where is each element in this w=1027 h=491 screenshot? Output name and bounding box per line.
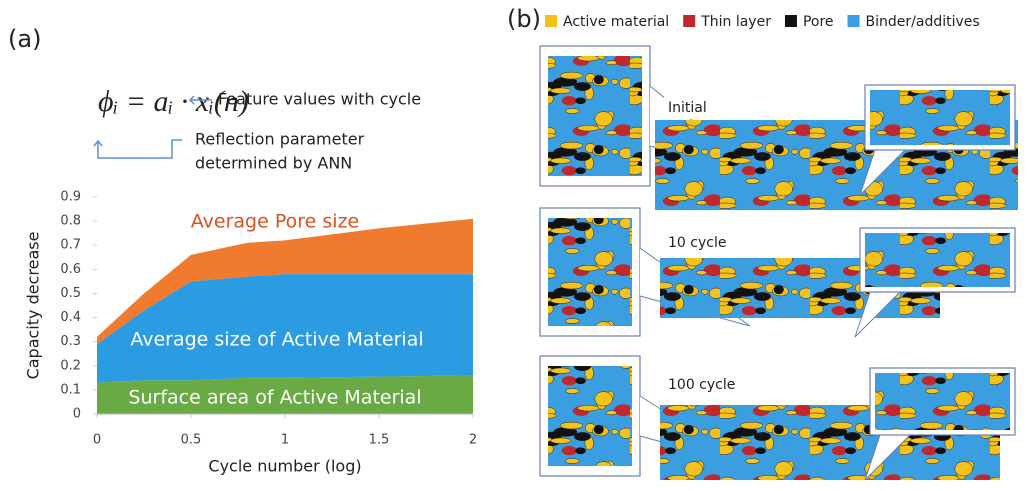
y-tick-label: 0.3 bbox=[60, 334, 81, 349]
zoom-image bbox=[548, 56, 642, 176]
zoom-image bbox=[548, 366, 632, 466]
y-tick-label: 0.6 bbox=[60, 262, 81, 277]
zoom-image bbox=[548, 218, 632, 326]
area-label: Surface area of Active Material bbox=[128, 387, 421, 409]
legend-swatch bbox=[545, 15, 557, 27]
inset-image bbox=[865, 233, 1010, 287]
x-tick-label: 1 bbox=[281, 433, 289, 448]
y-tick-label: 0.9 bbox=[60, 190, 81, 205]
annotation: determined by ANN bbox=[195, 154, 352, 173]
y-tick-label: 0.1 bbox=[60, 382, 81, 397]
y-tick-label: 0.7 bbox=[60, 238, 81, 253]
x-tick-label: 0 bbox=[93, 433, 101, 448]
legend-label: Active material bbox=[563, 14, 669, 30]
inset-image bbox=[870, 90, 1010, 145]
stage-label: 10 cycle bbox=[668, 235, 726, 251]
y-tick-label: 0.5 bbox=[60, 286, 81, 301]
legend-swatch bbox=[785, 15, 797, 27]
legend-label: Pore bbox=[803, 14, 834, 30]
legend-swatch bbox=[683, 15, 695, 27]
panel-label: (a) bbox=[8, 25, 41, 53]
y-tick-label: 0.4 bbox=[60, 310, 81, 325]
x-tick-label: 2 bbox=[469, 433, 477, 448]
y-tick-label: 0.8 bbox=[60, 214, 81, 229]
page: {"chart_data": {"type": "stacked-area", … bbox=[0, 0, 1027, 491]
legend-label: Thin layer bbox=[700, 14, 771, 30]
figure: (a) ϕᵢ = aᵢ · xᵢ(n) Feature values with … bbox=[0, 0, 1027, 491]
annotation: Reflection parameter bbox=[195, 130, 365, 149]
x-tick-label: 1.5 bbox=[369, 433, 390, 448]
x-tick-label: 0.5 bbox=[181, 433, 202, 448]
y-axis-label: Capacity decrease bbox=[24, 232, 43, 380]
stage-label: Initial bbox=[668, 100, 707, 116]
area-label: Average size of Active Material bbox=[130, 329, 423, 351]
stage-label: 100 cycle bbox=[668, 377, 735, 393]
panel-label: (b) bbox=[507, 5, 541, 33]
x-axis-label: Cycle number (log) bbox=[208, 457, 361, 476]
y-tick-label: 0.2 bbox=[60, 358, 81, 373]
inset-image bbox=[875, 373, 1010, 430]
panel-b: Active material Thin layer Pore Binder/addi… bbox=[540, 14, 1018, 480]
legend-swatch bbox=[848, 15, 860, 27]
annotation: Feature values with cycle bbox=[218, 90, 421, 109]
y-tick-label: 0 bbox=[73, 407, 81, 422]
bracket-arrow bbox=[98, 140, 182, 158]
area-label: Average Pore size bbox=[191, 211, 359, 233]
legend-label: Binder/additives bbox=[866, 14, 980, 30]
